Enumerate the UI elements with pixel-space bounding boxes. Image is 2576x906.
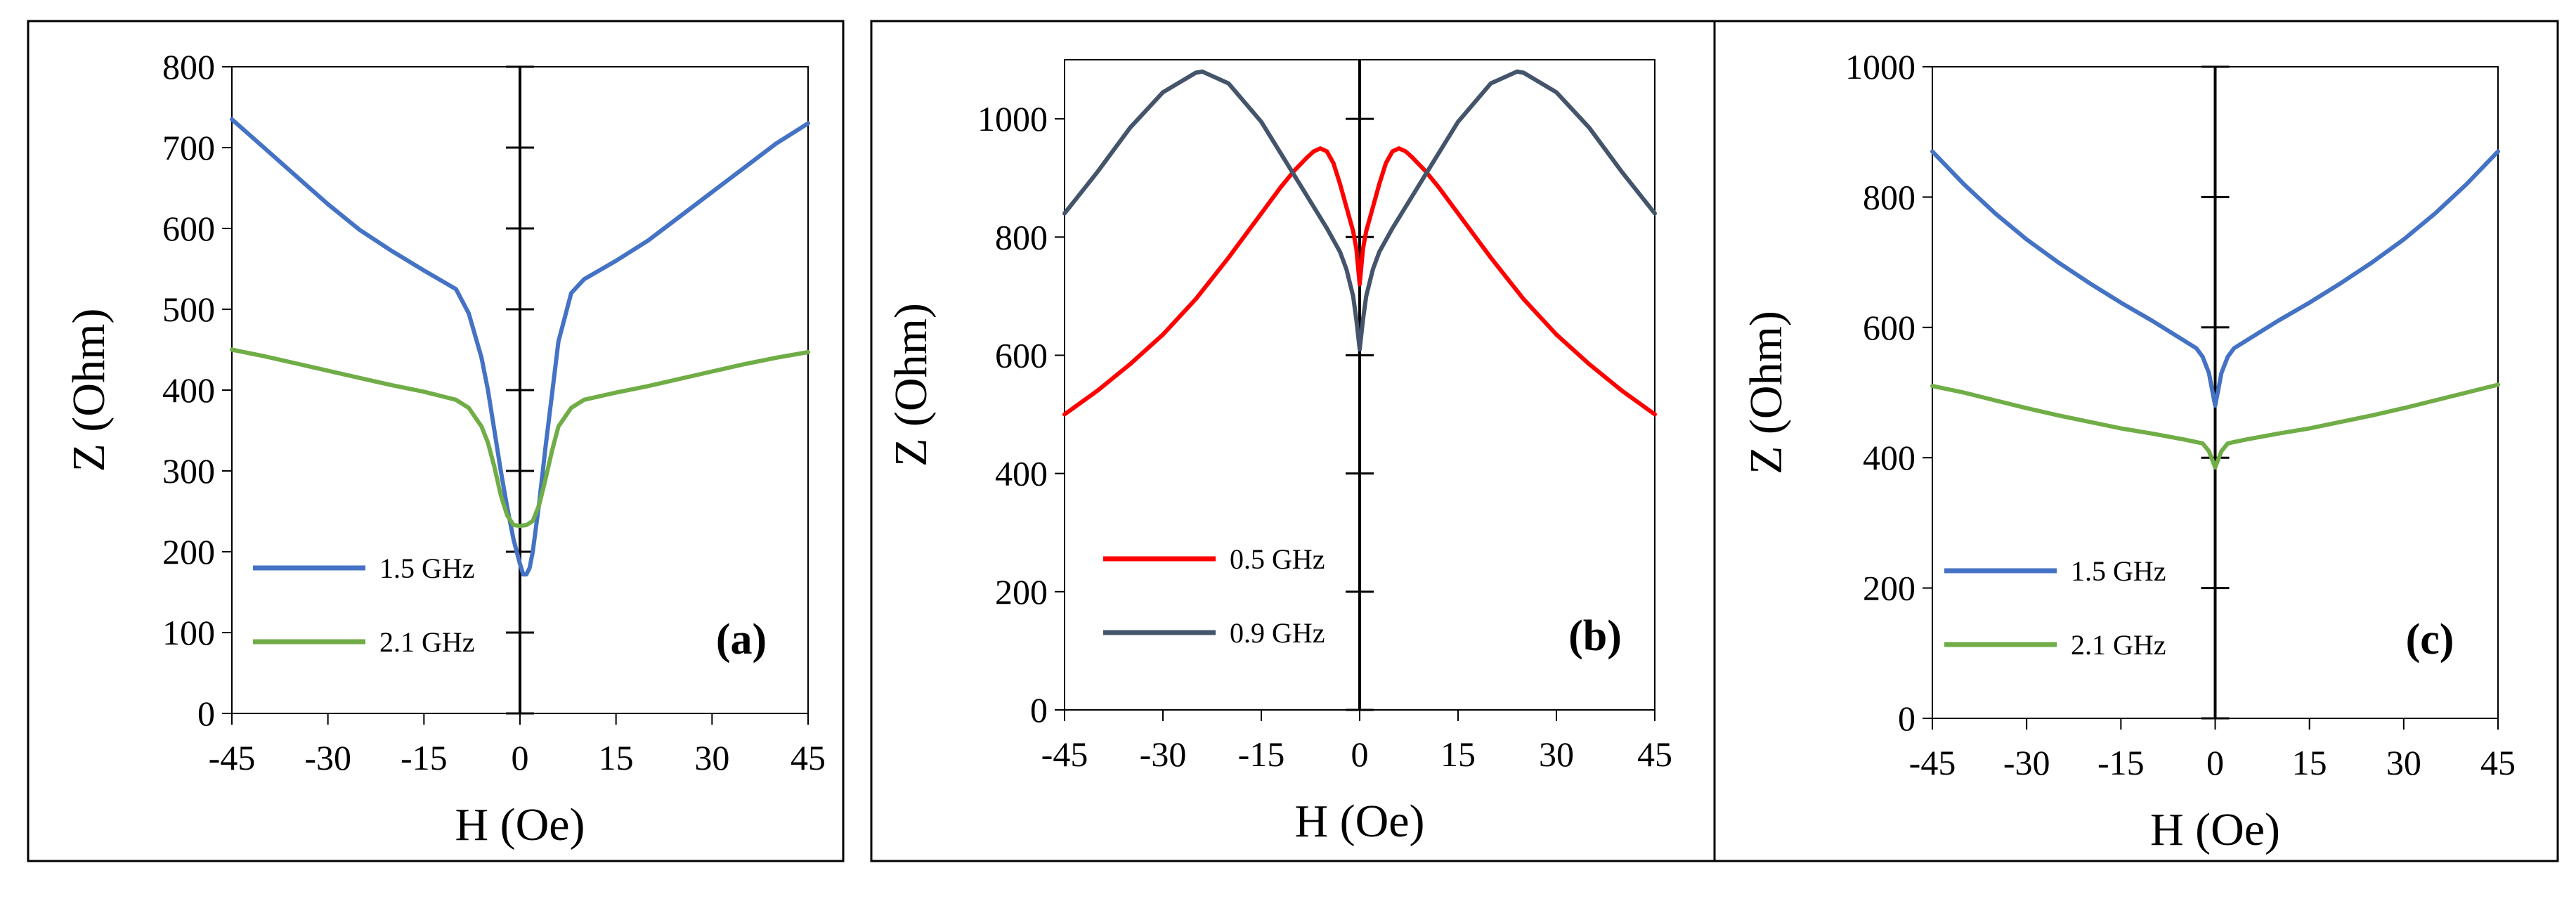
y-tick-label: 300: [162, 451, 215, 491]
y-tick-label: 200: [1863, 569, 1915, 608]
y-axis-title: Z (Ohm): [885, 303, 937, 467]
legend-label: 0.9 GHz: [1230, 617, 1325, 649]
x-tick-label: -45: [209, 738, 256, 777]
x-tick-label: 45: [791, 738, 826, 777]
x-tick-label: -45: [1909, 743, 1956, 782]
panel-frame: [870, 20, 1716, 862]
y-tick-label: 400: [162, 370, 215, 410]
x-tick-label: -45: [1041, 734, 1088, 774]
y-tick-label: 0: [1030, 690, 1048, 730]
y-tick-label: 400: [1863, 438, 1915, 477]
panel-frame: [27, 20, 845, 862]
y-tick-label: 0: [197, 694, 215, 733]
x-tick-label: -15: [2097, 743, 2145, 782]
series-line-1-5-ghz: [1930, 149, 2500, 408]
series-line-0-9-ghz: [1062, 69, 1657, 351]
y-tick-label: 600: [162, 209, 215, 248]
x-tick-label: 15: [2292, 743, 2327, 782]
y-tick-label: 0: [1898, 699, 1915, 738]
y-tick-label: 200: [995, 572, 1048, 611]
series-line-2-1-ghz: [230, 347, 810, 529]
legend-label: 0.5 GHz: [1230, 543, 1325, 575]
legend-label: 2.1 GHz: [379, 626, 475, 658]
y-tick-label: 600: [995, 335, 1048, 375]
y-tick-label: 400: [995, 454, 1048, 493]
x-axis-title: H (Oe): [1294, 796, 1424, 847]
x-axis-title: H (Oe): [455, 799, 585, 850]
series-line-2-1-ghz: [1930, 382, 2500, 470]
series-line-1-5-ghz: [230, 117, 810, 577]
panel-frame: [1713, 20, 2559, 862]
x-tick-label: -15: [1238, 734, 1285, 774]
y-tick-label: 1000: [977, 99, 1048, 138]
chart-panel-c: 0 200 400 600 800 1000 -45 -30 -15 0 15 30 45 H (Oe) Z…: [1713, 20, 2559, 862]
y-tick-label: 100: [162, 613, 215, 652]
legend-label: 1.5 GHz: [2071, 555, 2166, 587]
x-tick-label: -30: [304, 738, 351, 777]
series-line-0-5-ghz: [1062, 146, 1657, 417]
y-axis-title: Z (Ohm): [1741, 311, 1792, 474]
y-tick-label: 1000: [1845, 47, 1915, 86]
panel-label: (b): [1568, 612, 1622, 660]
y-tick-label: 800: [1863, 177, 1915, 216]
x-tick-label: 45: [2480, 743, 2516, 782]
x-tick-label: -30: [1140, 734, 1187, 774]
y-tick-label: 700: [162, 128, 215, 167]
panel-label: (a): [716, 616, 767, 664]
x-tick-label: 30: [1539, 734, 1574, 774]
x-tick-label: -30: [2003, 743, 2050, 782]
x-tick-label: 0: [2206, 743, 2224, 782]
legend-label: 2.1 GHz: [2071, 629, 2166, 661]
x-tick-label: -15: [401, 738, 448, 777]
y-axis-title: Z (Ohm): [63, 309, 115, 472]
x-axis-title: H (Oe): [2150, 804, 2280, 855]
legend-label: 1.5 GHz: [379, 552, 475, 584]
y-tick-label: 800: [995, 217, 1048, 257]
x-tick-label: 0: [512, 738, 529, 777]
x-tick-label: 0: [1351, 734, 1369, 774]
y-tick-label: 600: [1863, 308, 1915, 347]
panel-label: (c): [2406, 616, 2454, 664]
y-tick-label: 200: [162, 532, 215, 571]
chart-panel-a: 0 100 200 300 400 500 600 700 800 -45 -30 -15 0 15 30 4…: [27, 20, 845, 862]
x-tick-label: 15: [1440, 734, 1476, 774]
y-tick-label: 800: [162, 47, 215, 86]
x-tick-label: 45: [1637, 734, 1672, 774]
chart-panel-b: 0 200 400 600 800 1000 -45 -30 -15 0 15 30 45 H (Oe) Z…: [870, 20, 1716, 862]
y-tick-label: 500: [162, 290, 215, 329]
x-tick-label: 30: [2386, 743, 2421, 782]
x-tick-label: 30: [694, 738, 729, 777]
x-tick-label: 15: [599, 738, 634, 777]
